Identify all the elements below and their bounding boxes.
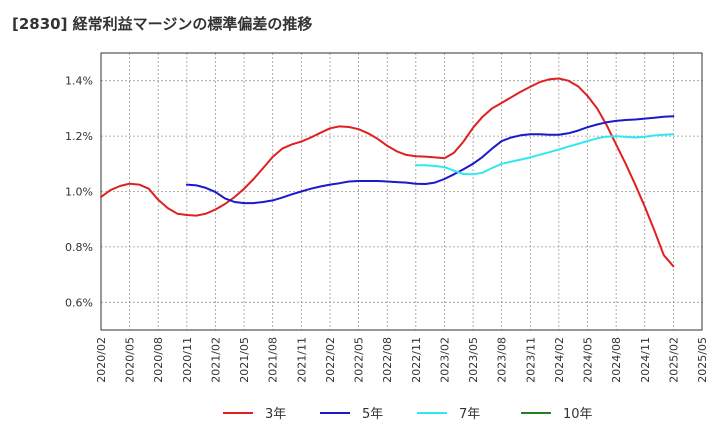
x-tick-label: 2024/11	[639, 337, 652, 383]
x-tick-label: 2021/08	[267, 337, 280, 383]
series-line-3	[414, 133, 675, 176]
x-tick-label: 2023/02	[438, 337, 451, 383]
legend-label: 5年	[362, 407, 383, 422]
series-line-1	[100, 77, 675, 268]
legend-label: 7年	[459, 407, 480, 422]
x-tick-label: 2020/11	[181, 337, 194, 383]
plot-area-frame	[100, 52, 703, 331]
x-tick-label: 2020/02	[95, 337, 108, 383]
x-tick-label: 2022/08	[381, 337, 394, 383]
x-tick-label: 2025/05	[696, 337, 709, 383]
legend-item[interactable]: 3年	[223, 407, 286, 422]
x-tick-label: 2022/05	[353, 337, 366, 383]
x-tick-label: 2023/05	[467, 337, 480, 383]
y-tick-label: 1.2%	[65, 130, 93, 143]
x-tick-label: 2022/02	[324, 337, 337, 383]
y-axis-ticks: 0.6% 0.8% 1.0% 1.2% 1.4%	[65, 75, 93, 310]
y-tick-label: 0.6%	[65, 296, 93, 309]
legend-label: 10年	[563, 407, 593, 422]
legend-item[interactable]: 10年	[521, 407, 593, 422]
x-tick-label: 2023/11	[524, 337, 537, 383]
x-tick-label: 2024/02	[553, 337, 566, 383]
series-line-2	[185, 115, 675, 205]
y-tick-label: 0.8%	[65, 241, 93, 254]
chart-title: [2830] 経常利益マージンの標準偏差の推移	[12, 15, 313, 33]
legend-item[interactable]: 7年	[417, 407, 480, 422]
series-lines	[100, 77, 675, 268]
x-tick-label: 2023/08	[496, 337, 509, 383]
x-tick-label: 2021/02	[209, 337, 222, 383]
legend-label: 3年	[265, 407, 286, 422]
x-tick-label: 2021/05	[238, 337, 251, 383]
x-tick-label: 2020/05	[124, 337, 137, 383]
x-tick-label: 2021/11	[295, 337, 308, 383]
x-tick-label: 2022/11	[410, 337, 423, 383]
x-tick-label: 2025/02	[667, 337, 680, 383]
grid-lines	[100, 53, 703, 330]
legend[interactable]: 3年 5年 7年 10年	[223, 407, 593, 422]
x-tick-label: 2024/05	[582, 337, 595, 383]
y-tick-label: 1.0%	[65, 186, 93, 199]
x-tick-label: 2024/08	[610, 337, 623, 383]
x-axis-ticks: 2020/02 2020/05 2020/08 2020/11 2021/02 2021/…	[95, 337, 709, 383]
x-tick-label: 2020/08	[152, 337, 165, 383]
legend-item[interactable]: 5年	[320, 407, 383, 422]
plot-frame	[100, 52, 703, 331]
y-tick-label: 1.4%	[65, 75, 93, 88]
